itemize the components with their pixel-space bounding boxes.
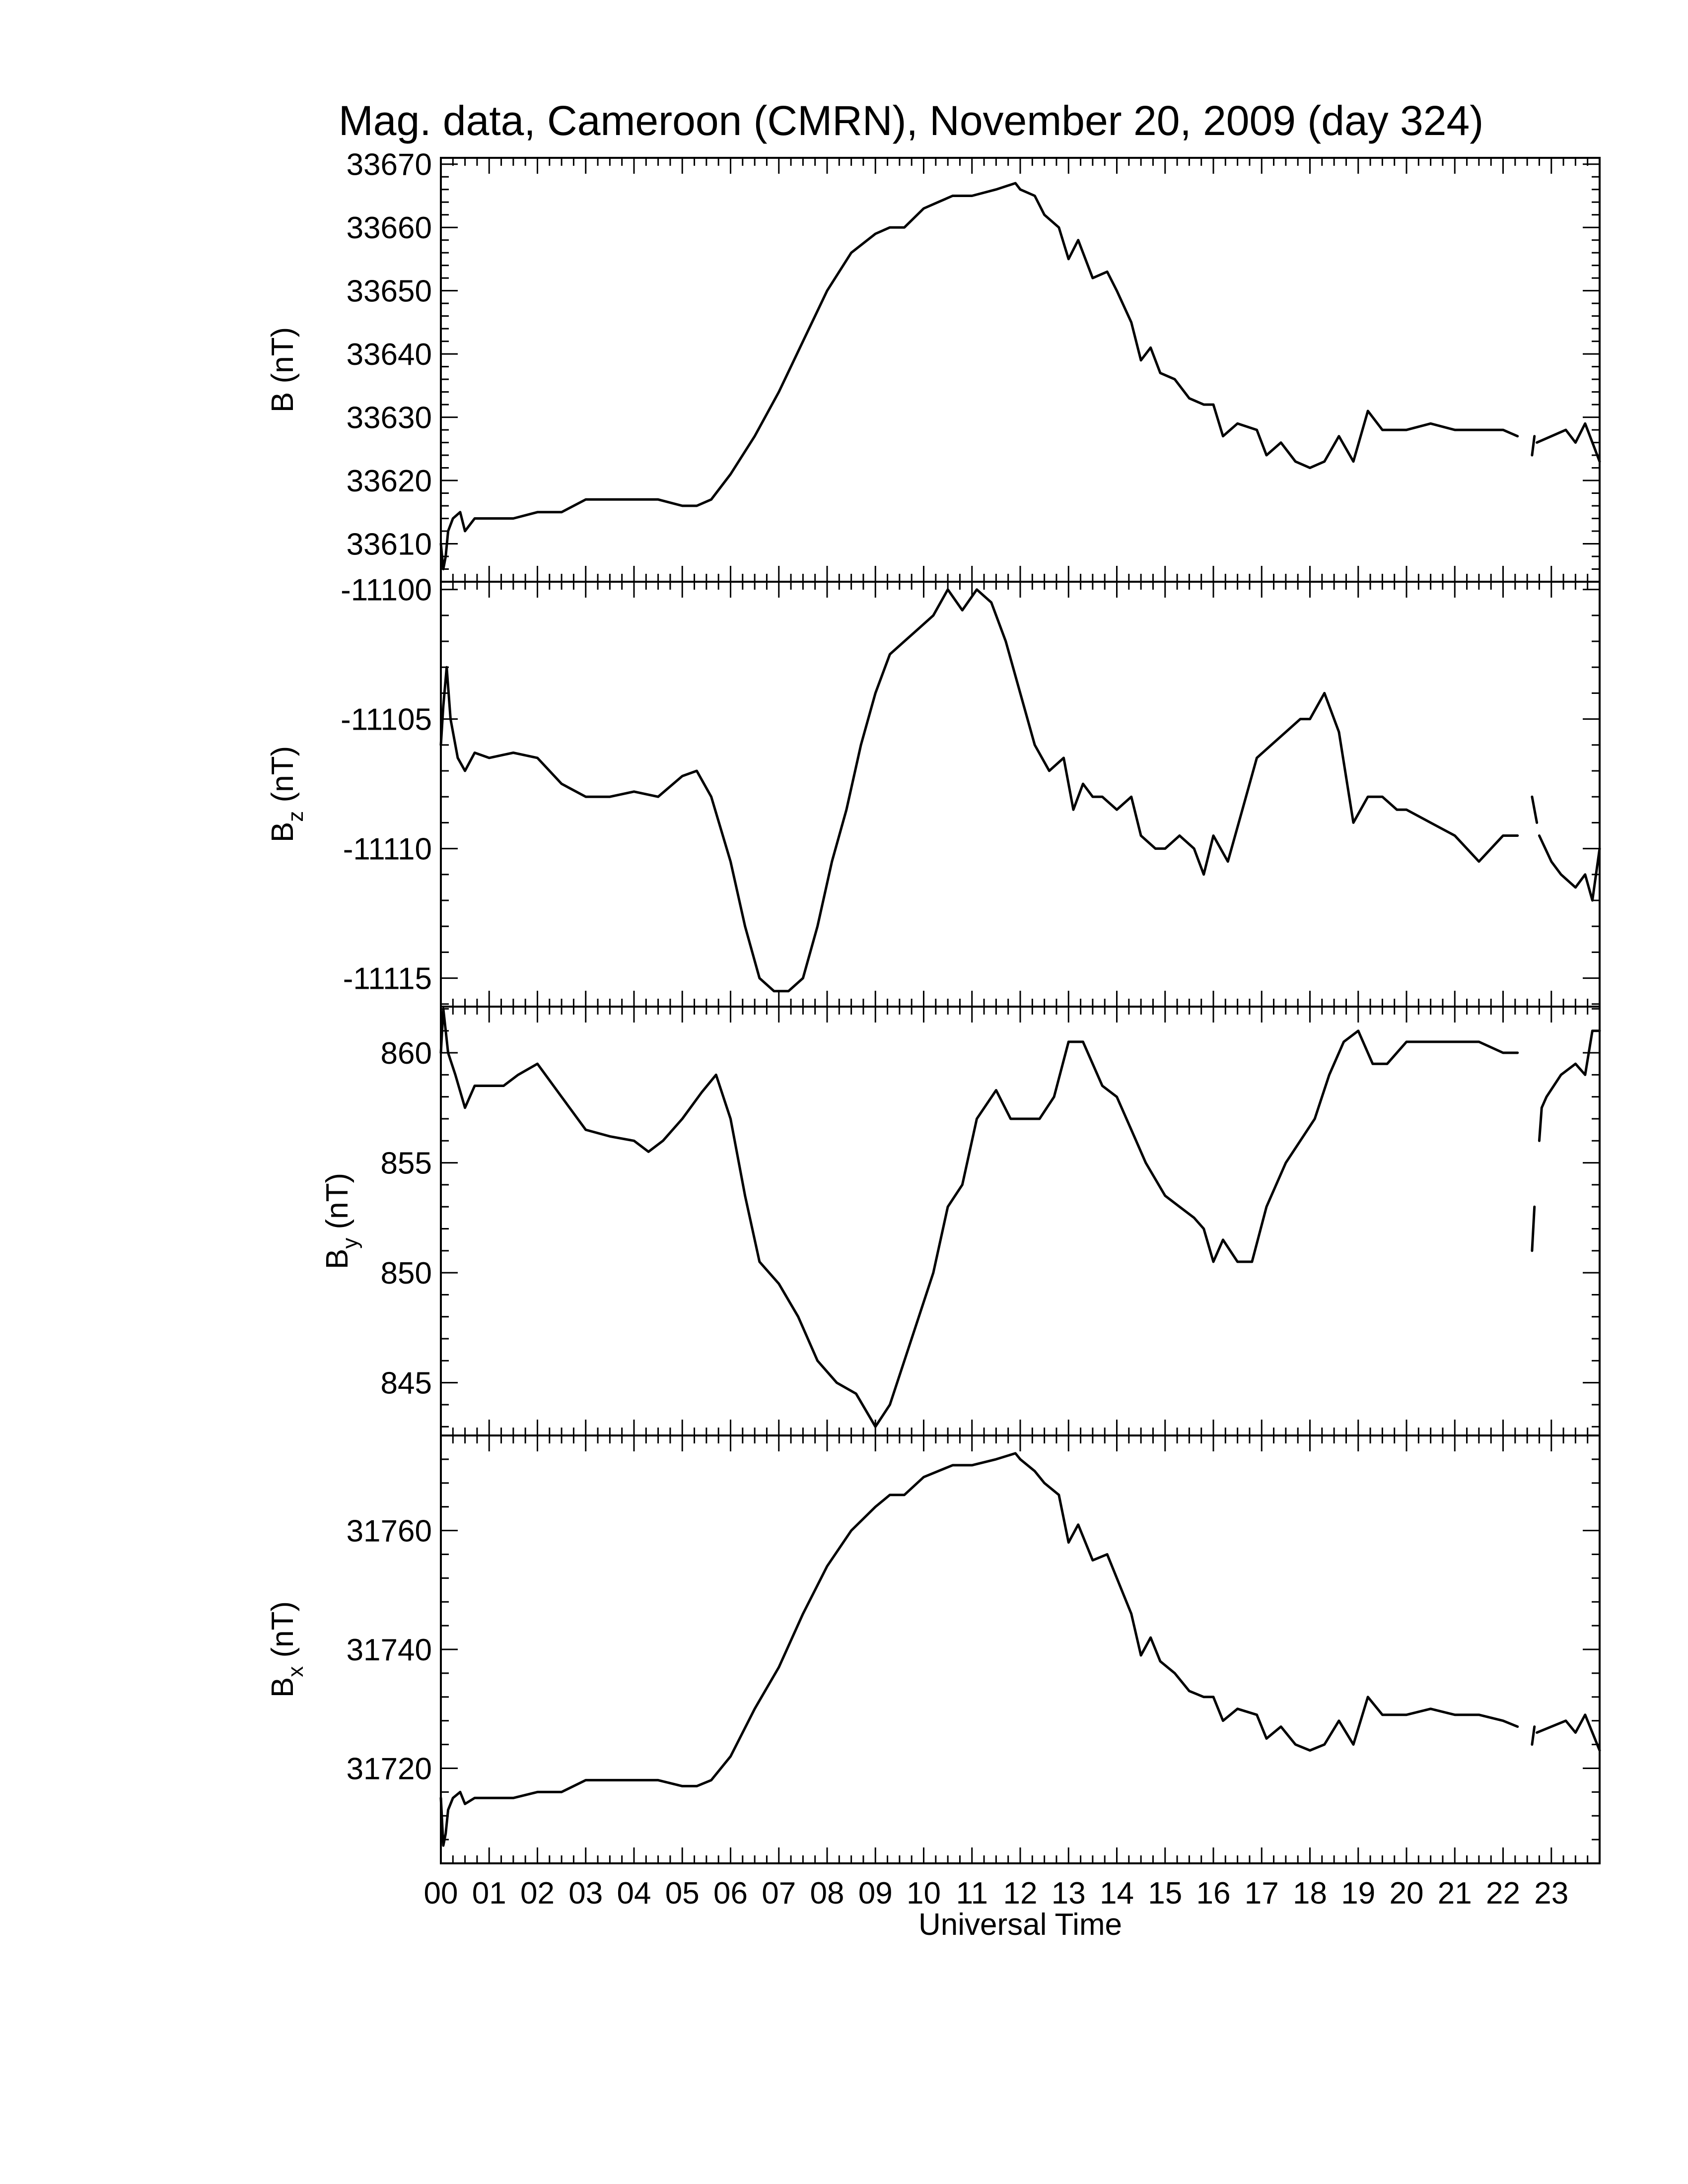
y-tick-label: 33630 [347, 401, 432, 435]
x-tick-label: 05 [665, 1876, 700, 1911]
x-tick-label: 13 [1052, 1876, 1086, 1911]
x-tick-label: 23 [1534, 1876, 1568, 1911]
panel-frame [440, 1434, 1601, 1864]
y-tick-label: 31760 [347, 1514, 432, 1549]
y-tick-label: -11115 [343, 962, 432, 996]
y-tick-label: 850 [381, 1256, 432, 1291]
x-tick-label: 18 [1293, 1876, 1327, 1911]
panel-bz: -11100 -11105 -11110 -11115 Bz (nT) [266, 573, 1601, 1008]
x-tick-label: 15 [1148, 1876, 1182, 1911]
y-axis-label: Bz (nT) [266, 746, 308, 842]
y-axis-label: B (nT) [266, 327, 300, 412]
series-line-bx [439, 1452, 1601, 1847]
x-tick-label: 01 [472, 1876, 506, 1911]
y-tick-label: 33660 [347, 211, 432, 245]
x-tick-label: 21 [1438, 1876, 1472, 1911]
y-tick-label: 33610 [347, 528, 432, 562]
x-tick-label: 14 [1100, 1876, 1134, 1911]
panel-by: 845 850 855 860 By (nT) [320, 1006, 1601, 1436]
x-tick-label: 00 [424, 1876, 458, 1911]
y-tick-label: 33650 [347, 274, 432, 309]
x-tick-label: 19 [1341, 1876, 1375, 1911]
series-line-b [439, 182, 1601, 570]
x-tick-label: 08 [810, 1876, 844, 1911]
y-tick-label: 860 [381, 1036, 432, 1071]
x-axis-label: Universal Time [918, 1908, 1122, 1942]
y-tick-label: 31740 [347, 1633, 432, 1667]
panel-frame [440, 1006, 1601, 1436]
series-line-bz [439, 588, 1601, 993]
x-tick-label: 06 [713, 1876, 748, 1911]
panel-bx: 31720 31740 31760 Bx (nT) [266, 1434, 1601, 1864]
x-tick-label: 09 [858, 1876, 893, 1911]
y-tick-label: 845 [381, 1366, 432, 1401]
x-tick-label: 22 [1486, 1876, 1520, 1911]
y-tick-label: -11110 [343, 832, 432, 867]
y-tick-label: 33620 [347, 464, 432, 498]
x-tick-label: 04 [617, 1876, 651, 1911]
y-axis-label: By (nT) [320, 1173, 362, 1269]
x-tick-label: 07 [762, 1876, 796, 1911]
y-tick-label: 855 [381, 1147, 432, 1181]
y-tick-label: 31720 [347, 1752, 432, 1786]
x-tick-label: 10 [907, 1876, 941, 1911]
x-tick-label: 17 [1245, 1876, 1279, 1911]
y-tick-label: -11105 [341, 703, 432, 737]
series-line-by [439, 1007, 1601, 1428]
x-tick-label: 12 [1003, 1876, 1038, 1911]
y-axis-label: Bx (nT) [266, 1601, 308, 1698]
panel-frame [440, 581, 1601, 1008]
panel-frame [440, 157, 1601, 583]
y-tick-label: -11100 [341, 573, 432, 608]
x-tick-labels: 00 01 02 03 04 05 06 07 08 09 10 11 12 13 14 15 16 17 18 19… [424, 1876, 1569, 1911]
x-tick-label: 16 [1196, 1876, 1231, 1911]
x-tick-label: 11 [956, 1876, 988, 1911]
x-tick-label: 02 [520, 1876, 555, 1911]
y-tick-label: 33670 [347, 148, 432, 182]
x-tick-label: 03 [568, 1876, 603, 1911]
panel-b-total: 33610 33620 33630 33640 33650 33660 33670 B (nT… [266, 148, 1601, 583]
y-tick-label: 33640 [347, 338, 432, 372]
x-tick-label: 20 [1390, 1876, 1424, 1911]
chart-title: Mag. data, Cameroon (CMRN), November 20,… [339, 97, 1483, 144]
